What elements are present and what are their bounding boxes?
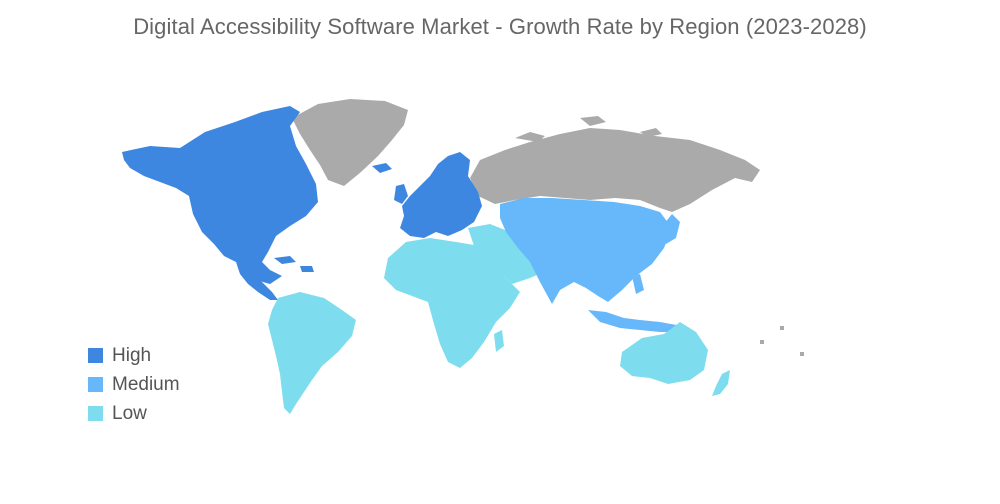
region-central-america: [236, 262, 278, 300]
region-russia: [470, 128, 760, 212]
region-russia-islands: [515, 116, 662, 142]
legend-label-high: High: [112, 344, 152, 366]
legend-item-low: Low: [88, 399, 180, 428]
legend-swatch-high: [88, 348, 103, 363]
legend-item-medium: Medium: [88, 370, 180, 399]
region-philippines: [632, 274, 644, 294]
region-africa: [384, 238, 520, 368]
region-north-america: [122, 106, 318, 284]
region-australia: [620, 322, 708, 384]
region-madagascar: [494, 330, 504, 352]
region-greenland: [292, 99, 408, 186]
region-new-zealand: [712, 370, 730, 396]
region-middle-east: [468, 224, 548, 284]
region-uk-ireland: [394, 184, 408, 204]
region-iceland: [372, 163, 392, 173]
region-japan: [660, 214, 680, 244]
chart-title: Digital Accessibility Software Market - …: [133, 14, 867, 39]
region-south-america: [268, 292, 356, 414]
region-caribbean: [274, 256, 314, 272]
legend-swatch-medium: [88, 377, 103, 392]
legend-swatch-low: [88, 406, 103, 421]
legend: High Medium Low: [88, 341, 180, 428]
legend-item-high: High: [88, 341, 180, 370]
region-pacific-islands: [760, 326, 804, 356]
region-indonesia: [588, 310, 682, 332]
legend-label-medium: Medium: [112, 373, 180, 395]
region-asia-pacific: [500, 198, 672, 304]
region-europe: [400, 152, 482, 238]
legend-label-low: Low: [112, 402, 147, 424]
